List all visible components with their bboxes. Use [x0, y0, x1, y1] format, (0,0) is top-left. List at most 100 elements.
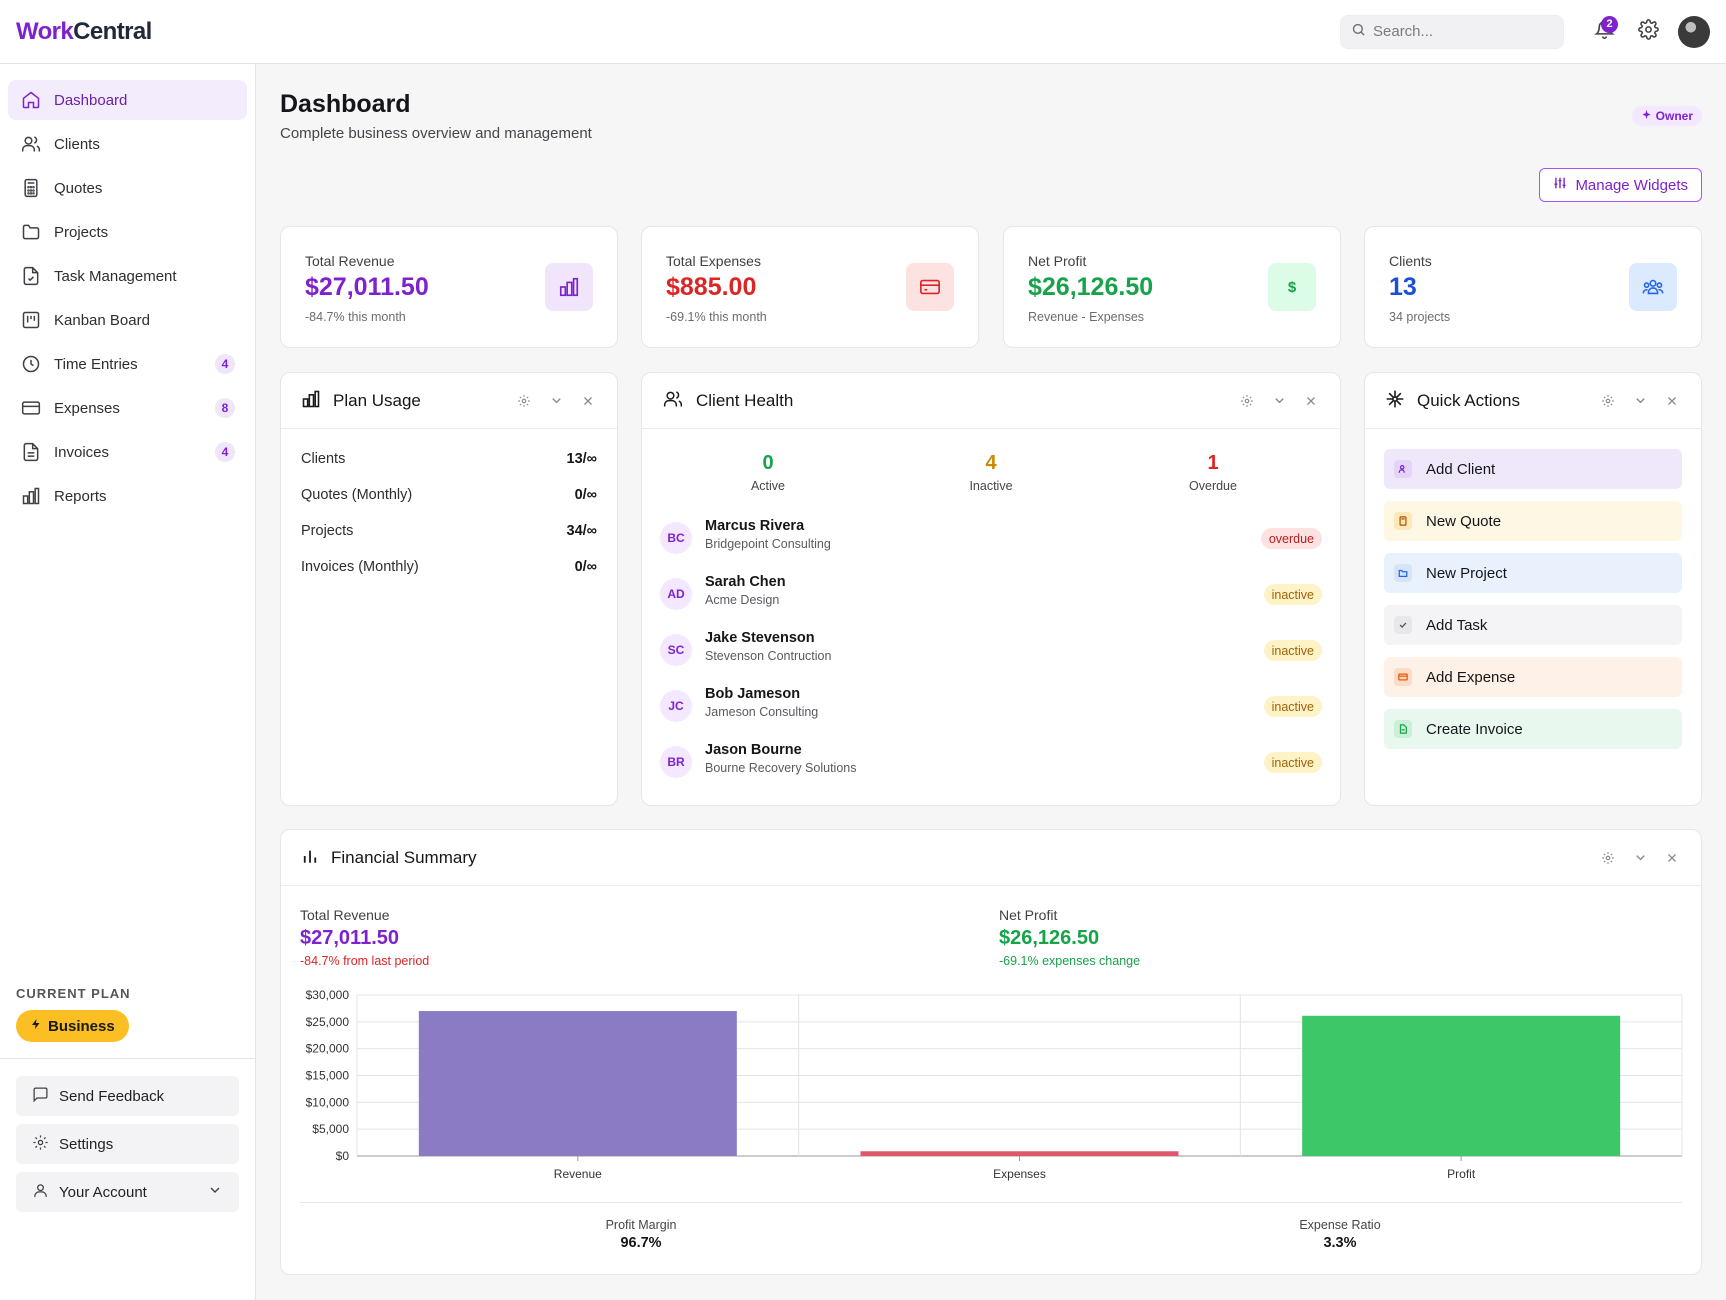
usage-value: 34/∞ [566, 523, 598, 539]
sidebar-item-quotes[interactable]: Quotes [8, 168, 247, 208]
your-account-button[interactable]: Your Account [16, 1172, 239, 1212]
client-name: Marcus Rivera [705, 518, 805, 534]
page-subtitle: Complete business overview and managemen… [280, 125, 592, 142]
y-tick-label: $10,000 [306, 1095, 350, 1109]
folder-icon [20, 221, 42, 243]
widget-title: Plan Usage [333, 390, 421, 410]
chevron-down-icon[interactable] [1631, 392, 1649, 410]
client-row[interactable]: BR Jason Bourne Bourne Recovery Solution… [660, 742, 1322, 786]
client-company: Bourne Recovery Solutions [705, 761, 857, 775]
add-task-button[interactable]: Add Task [1384, 605, 1682, 645]
usage-label: Projects [301, 523, 354, 539]
stat-value: $885.00 [666, 273, 757, 301]
stat-card-total-expenses: Total Expenses $885.00 -69.1% this month [641, 226, 979, 348]
client-row[interactable]: BC Marcus Rivera Bridgepoint Consulting … [660, 518, 1322, 562]
manage-widgets-button[interactable]: Manage Widgets [1539, 168, 1702, 202]
stat-card-total-revenue: Total Revenue $27,011.50 -84.7% this mon… [280, 226, 618, 348]
plan-badge[interactable]: Business [16, 1010, 129, 1042]
status-badge: inactive [1263, 584, 1322, 605]
page-title: Dashboard [280, 90, 411, 118]
send-feedback-button[interactable]: Send Feedback [16, 1076, 239, 1116]
chevron-down-icon[interactable] [1631, 849, 1649, 867]
sidebar-item-dashboard[interactable]: Dashboard [8, 80, 247, 120]
client-avatar: AD [660, 578, 692, 610]
widget-settings-icon[interactable] [1238, 392, 1256, 410]
app-logo[interactable]: WorkCentral [16, 18, 152, 46]
sidebar-item-clients[interactable]: Clients [8, 124, 247, 164]
y-tick-label: $0 [336, 1149, 350, 1163]
logo-work-text: Work [16, 17, 74, 45]
client-row[interactable]: SC Jake Stevenson Stevenson Contruction … [660, 630, 1322, 674]
close-icon[interactable] [1663, 392, 1681, 410]
top-bar: WorkCentral 2 [0, 0, 1726, 64]
chevron-down-icon[interactable] [547, 392, 565, 410]
create-invoice-button[interactable]: Create Invoice [1384, 709, 1682, 749]
client-row[interactable]: JC Bob Jameson Jameson Consulting inacti… [660, 686, 1322, 730]
client-avatar: BR [660, 746, 692, 778]
overdue-label: Overdue [1189, 479, 1237, 493]
users-icon [20, 133, 42, 155]
chevron-down-icon[interactable] [1270, 392, 1288, 410]
sidebar-item-expenses[interactable]: Expenses 8 [8, 388, 247, 428]
stat-label: Clients [1389, 253, 1432, 269]
sidebar-item-invoices[interactable]: Invoices 4 [8, 432, 247, 472]
widget-settings-icon[interactable] [1599, 849, 1617, 867]
bar-chart-icon [20, 485, 42, 507]
message-icon [32, 1086, 49, 1107]
sidebar-item-label: Quotes [54, 179, 103, 197]
credit-card-icon [1394, 668, 1412, 686]
stat-sub: -69.1% this month [666, 310, 767, 324]
close-icon[interactable] [1302, 392, 1320, 410]
manage-widgets-label: Manage Widgets [1575, 176, 1688, 194]
credit-card-icon [20, 397, 42, 419]
user-avatar[interactable] [1678, 15, 1710, 48]
search-box[interactable] [1340, 14, 1564, 49]
sidebar-nav: Dashboard Clients Quotes Projects Task M… [0, 64, 255, 516]
add-client-button[interactable]: Add Client [1384, 449, 1682, 489]
add-expense-button[interactable]: Add Expense [1384, 657, 1682, 697]
usage-label: Quotes (Monthly) [301, 487, 413, 503]
sidebar-item-reports[interactable]: Reports [8, 476, 247, 516]
new-quote-button[interactable]: New Quote [1384, 501, 1682, 541]
sidebar-item-kanban-board[interactable]: Kanban Board [8, 300, 247, 340]
inactive-label: Inactive [969, 479, 1013, 493]
profit-margin-label: Profit Margin [605, 1218, 677, 1232]
expenses-count-badge: 8 [215, 398, 235, 418]
notification-count-badge: 2 [1601, 15, 1618, 33]
sparkle-icon [1641, 109, 1652, 123]
close-icon[interactable] [1663, 849, 1681, 867]
profit-margin-value: 96.7% [620, 1235, 662, 1251]
close-icon[interactable] [579, 392, 597, 410]
folder-icon [1394, 564, 1412, 582]
sidebar-item-task-management[interactable]: Task Management [8, 256, 247, 296]
widget-settings-icon[interactable] [515, 392, 533, 410]
sidebar-item-projects[interactable]: Projects [8, 212, 247, 252]
widget-title: Quick Actions [1417, 390, 1520, 410]
status-badge: inactive [1263, 752, 1322, 773]
user-plus-icon [1394, 460, 1412, 478]
active-label: Active [750, 479, 786, 493]
calculator-icon [20, 177, 42, 199]
inactive-count: 4 [985, 452, 997, 474]
sidebar-item-label: Expenses [54, 399, 120, 417]
sidebar-item-time-entries[interactable]: Time Entries 4 [8, 344, 247, 384]
fs-revenue-label: Total Revenue [300, 907, 390, 923]
notifications-button[interactable]: 2 [1582, 12, 1626, 52]
sidebar-settings-button[interactable]: Settings [16, 1124, 239, 1164]
bar-chart-icon [545, 263, 593, 311]
client-health-inactive: 4 Inactive [931, 452, 1051, 493]
client-name: Sarah Chen [705, 574, 786, 590]
y-tick-label: $30,000 [306, 988, 350, 1002]
client-health-overdue: 1 Overdue [1153, 452, 1273, 493]
search-input[interactable] [1373, 23, 1553, 40]
settings-button[interactable] [1626, 12, 1670, 52]
widget-header: Quick Actions [1365, 373, 1701, 429]
stat-sub: Revenue - Expenses [1028, 310, 1145, 324]
usage-value: 0/∞ [574, 559, 597, 575]
client-row[interactable]: AD Sarah Chen Acme Design inactive [660, 574, 1322, 618]
plan-usage-row: Quotes (Monthly) 0/∞ [301, 487, 597, 507]
new-project-button[interactable]: New Project [1384, 553, 1682, 593]
widget-settings-icon[interactable] [1599, 392, 1617, 410]
role-badge-label: Owner [1655, 109, 1693, 123]
sidebar-item-label: Projects [54, 223, 109, 241]
